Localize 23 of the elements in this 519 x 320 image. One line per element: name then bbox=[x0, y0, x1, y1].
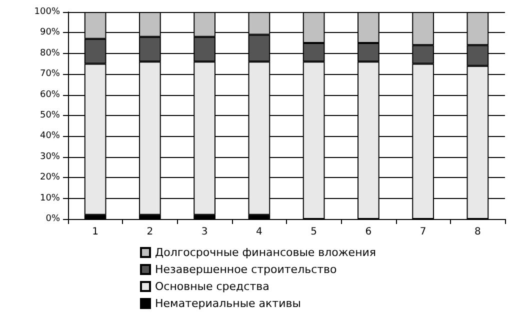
x-tick-label: 8 bbox=[474, 226, 481, 238]
legend-label: Нематериальные активы bbox=[155, 297, 301, 310]
x-tick-label: 6 bbox=[365, 226, 372, 238]
x-tick-label: 4 bbox=[256, 226, 262, 238]
y-tick-label: 10% bbox=[40, 193, 60, 204]
y-tick-label: 20% bbox=[40, 172, 60, 183]
x-tick-label: 2 bbox=[146, 226, 154, 238]
legend-label: Долгосрочные финансовые вложения bbox=[155, 246, 376, 259]
x-tick-label: 3 bbox=[201, 226, 208, 238]
y-tick-label: 70% bbox=[40, 69, 60, 80]
x-tick-label: 5 bbox=[310, 226, 317, 238]
y-tick-label: 0% bbox=[46, 214, 60, 224]
y-tick-label: 100% bbox=[34, 7, 60, 17]
x-tick-label: 7 bbox=[420, 226, 426, 238]
legend-label: Незавершенное строительство bbox=[155, 263, 338, 276]
y-tick-label: 90% bbox=[40, 28, 60, 38]
y-tick-label: 80% bbox=[40, 48, 60, 58]
y-tick-label: 40% bbox=[40, 131, 60, 142]
x-tick-label: 1 bbox=[92, 226, 98, 238]
y-tick-label: 60% bbox=[40, 90, 60, 100]
y-tick-label: 30% bbox=[40, 152, 60, 162]
legend-label: Основные средства bbox=[155, 280, 270, 293]
y-tick-label: 50% bbox=[40, 110, 60, 120]
